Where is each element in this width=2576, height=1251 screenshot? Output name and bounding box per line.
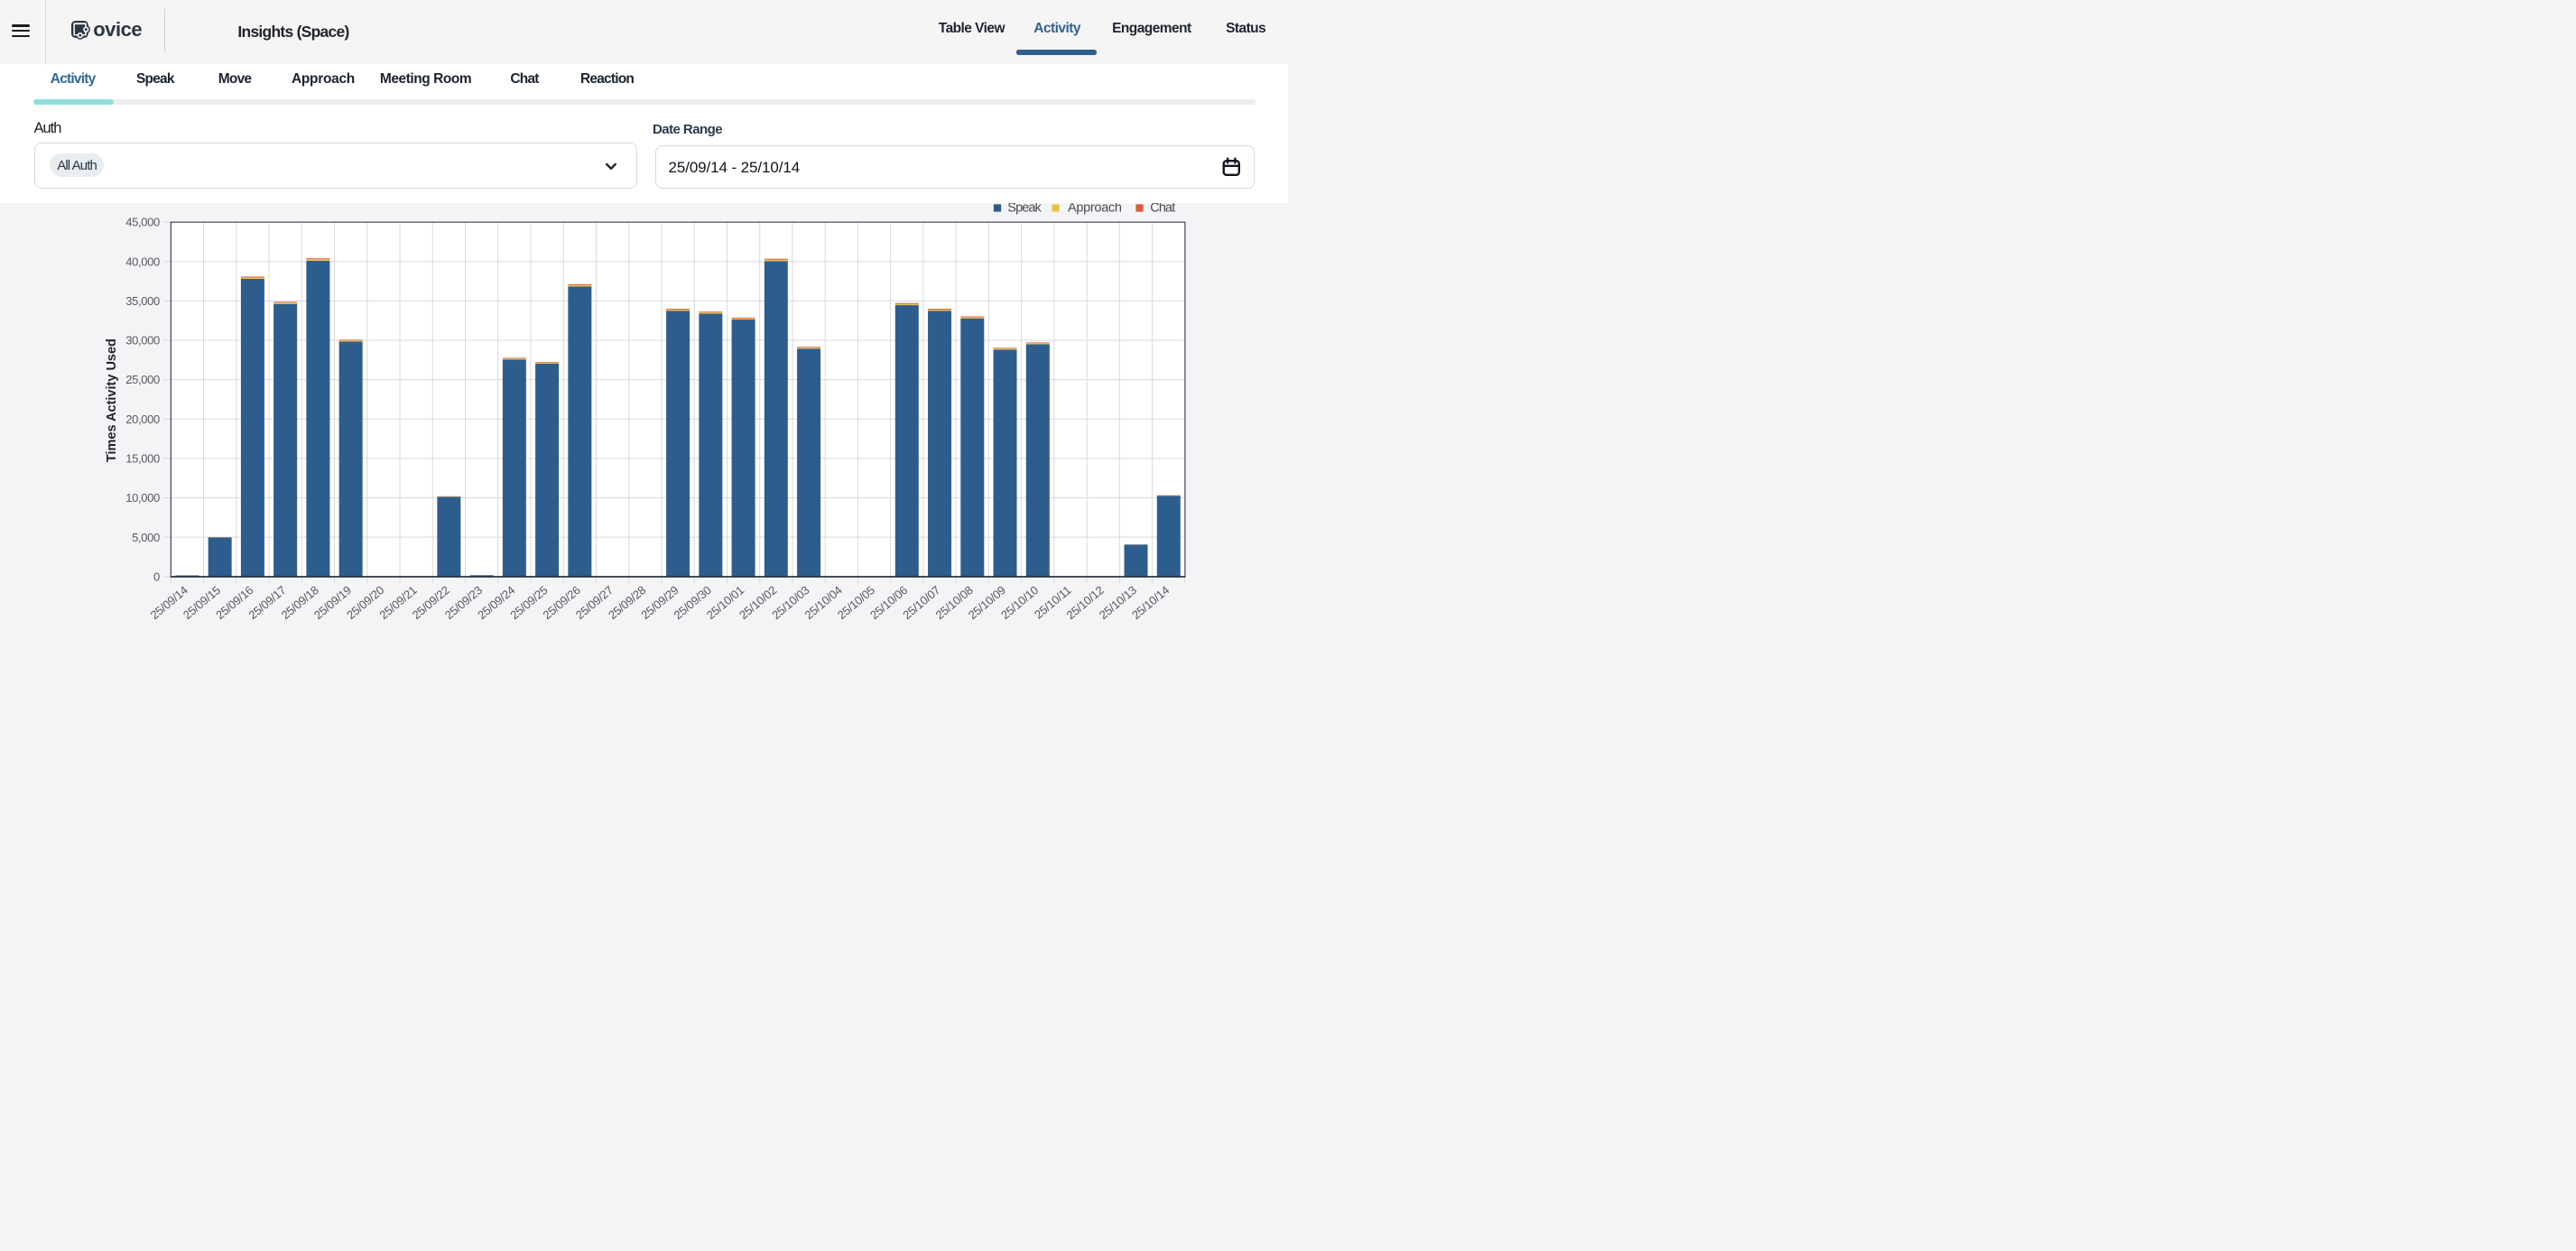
- svg-text:20,000: 20,000: [125, 412, 160, 426]
- svg-text:45,000: 45,000: [125, 216, 160, 229]
- svg-text:35,000: 35,000: [125, 294, 160, 308]
- svg-text:30,000: 30,000: [125, 334, 160, 348]
- svg-text:Speak: Speak: [1007, 203, 1042, 216]
- svg-text:Approach: Approach: [1068, 203, 1122, 216]
- svg-text:15,000: 15,000: [125, 452, 160, 466]
- svg-text:40,000: 40,000: [125, 255, 160, 268]
- svg-text:10,000: 10,000: [125, 491, 160, 505]
- svg-text:25,000: 25,000: [125, 373, 160, 386]
- svg-text:Chat: Chat: [1150, 203, 1175, 216]
- svg-text:Times Activity Used: Times Activity Used: [105, 338, 119, 462]
- svg-text:25/10/14: 25/10/14: [1129, 583, 1172, 622]
- svg-text:0: 0: [153, 570, 160, 583]
- svg-text:5,000: 5,000: [132, 531, 160, 544]
- svg-text:25/10/10: 25/10/10: [998, 583, 1041, 622]
